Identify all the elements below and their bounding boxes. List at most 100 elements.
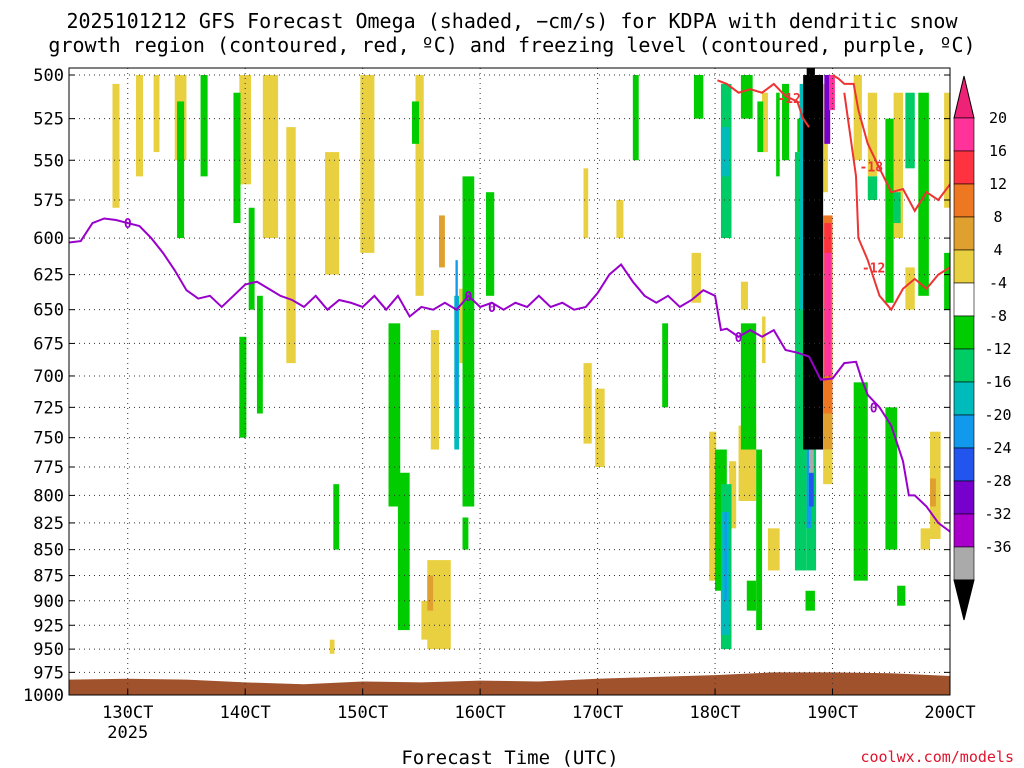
credit-link[interactable]: coolwx.com/models <box>860 748 1014 766</box>
y-tick-label: 675 <box>33 334 64 354</box>
omega-cell <box>329 639 335 654</box>
y-tick-label: 800 <box>33 486 64 506</box>
colorbar-tick-label: -36 <box>984 538 1011 556</box>
chart-title-line1: 2025101212 GFS Forecast Omega (shaded, −… <box>66 9 958 33</box>
y-tick-label: 600 <box>33 229 64 249</box>
omega-cell <box>256 295 263 414</box>
omega-cell <box>930 478 936 507</box>
colorbar-bin <box>953 150 975 185</box>
omega-cell <box>809 443 814 473</box>
colorbar-bin <box>953 249 975 284</box>
omega-cell <box>740 281 748 310</box>
omega-cell <box>632 75 639 161</box>
grid-lines <box>69 68 950 695</box>
x-tick-label: 130CT <box>102 703 153 723</box>
omega-cell <box>853 382 868 581</box>
omega-cell <box>415 75 424 296</box>
colorbar-tick-label: 4 <box>993 241 1002 259</box>
omega-cell <box>397 472 410 631</box>
y-tick-label: 925 <box>33 616 64 636</box>
omega-cell <box>867 176 878 201</box>
omega-cell <box>944 252 950 310</box>
omega-cell <box>177 101 185 239</box>
omega-cell <box>805 590 815 611</box>
omega-cell <box>691 252 701 303</box>
y-tick-label: 900 <box>33 592 64 612</box>
colorbar-tick-label: -16 <box>984 373 1011 391</box>
omega-cell <box>757 101 764 153</box>
terrain-surface <box>69 672 950 695</box>
omega-cell <box>430 330 440 450</box>
colorbar-tick-label: 20 <box>989 109 1007 127</box>
y-tick-label: 725 <box>33 398 64 418</box>
omega-cell <box>709 431 717 581</box>
omega-cell <box>239 75 252 185</box>
omega-cell <box>724 512 727 601</box>
y-tick-label: 950 <box>33 640 64 660</box>
omega-cell <box>823 449 833 485</box>
omega-cell <box>720 127 730 177</box>
colorbar-bin <box>953 315 975 350</box>
y-tick-label: 850 <box>33 541 64 561</box>
omega-cell <box>853 75 862 161</box>
omega-cell <box>824 75 831 144</box>
omega-cell <box>421 600 434 640</box>
colorbar-bin <box>953 414 975 449</box>
colorbar-tick-label: -28 <box>984 472 1011 490</box>
omega-cell <box>153 75 160 153</box>
omega-cell <box>806 68 815 169</box>
omega-cell <box>715 449 727 591</box>
omega-cell <box>944 92 950 208</box>
colorbar-tick-label: 12 <box>989 175 1007 193</box>
colorbar-top-arrow <box>953 75 975 119</box>
omega-cell <box>200 75 208 177</box>
omega-cell <box>729 461 737 529</box>
omega-cell <box>762 316 766 364</box>
omega-cell <box>583 363 592 444</box>
x-axis-ticks: 130CT 140CT 150CT 160CT 170CT 180CT 190CT 200CT <box>102 689 976 723</box>
y-tick-label: 575 <box>33 191 64 211</box>
omega-cell <box>455 260 458 408</box>
colorbar-bin <box>953 348 975 383</box>
y-tick-label: 825 <box>33 514 64 534</box>
colorbar-bin <box>953 381 975 416</box>
omega-cell <box>776 92 780 177</box>
x-tick-label: 180CT <box>689 703 740 723</box>
y-tick-label: 525 <box>33 110 64 130</box>
omega-shading <box>112 68 950 654</box>
x-tick-label: 160CT <box>455 703 506 723</box>
colorbar-tick-label: -32 <box>984 505 1011 523</box>
omega-cell <box>823 413 833 450</box>
omega-cell <box>794 152 807 571</box>
omega-cell <box>824 238 832 376</box>
omega-cell <box>756 449 763 631</box>
snow-growth-label: -12 <box>862 261 885 276</box>
omega-cell <box>893 92 904 239</box>
omega-cell <box>458 288 467 364</box>
omega-cell <box>809 472 814 507</box>
freezing-level-label: 0 <box>735 331 743 346</box>
snow-growth-contour <box>843 92 950 312</box>
colorbar-bin <box>953 117 975 152</box>
omega-cell <box>595 388 605 468</box>
freezing-level-label: 0 <box>488 301 496 316</box>
omega-cell <box>388 323 401 507</box>
colorbar-bin <box>953 216 975 251</box>
omega-cell <box>616 200 624 239</box>
colorbar-tick-label: -4 <box>989 274 1007 292</box>
colorbar-bin <box>953 546 975 581</box>
omega-cell <box>462 176 475 507</box>
y-axis-ticks: 500 525 550 575 600 625 650 675 700 725 750 775 800 8… <box>23 66 950 706</box>
omega-cell <box>740 323 757 450</box>
omega-cell <box>867 92 878 177</box>
x-tick-label: 140CT <box>220 703 271 723</box>
omega-cell <box>897 585 906 606</box>
x-tick-label: 190CT <box>807 703 858 723</box>
y-tick-label: 1000 <box>23 686 64 706</box>
omega-cell <box>239 336 247 438</box>
chart-title-line2: growth region (contoured, red, ºC) and f… <box>48 33 975 57</box>
omega-cell <box>918 92 929 296</box>
omega-cell <box>135 75 144 177</box>
plot-frame <box>68 67 951 696</box>
